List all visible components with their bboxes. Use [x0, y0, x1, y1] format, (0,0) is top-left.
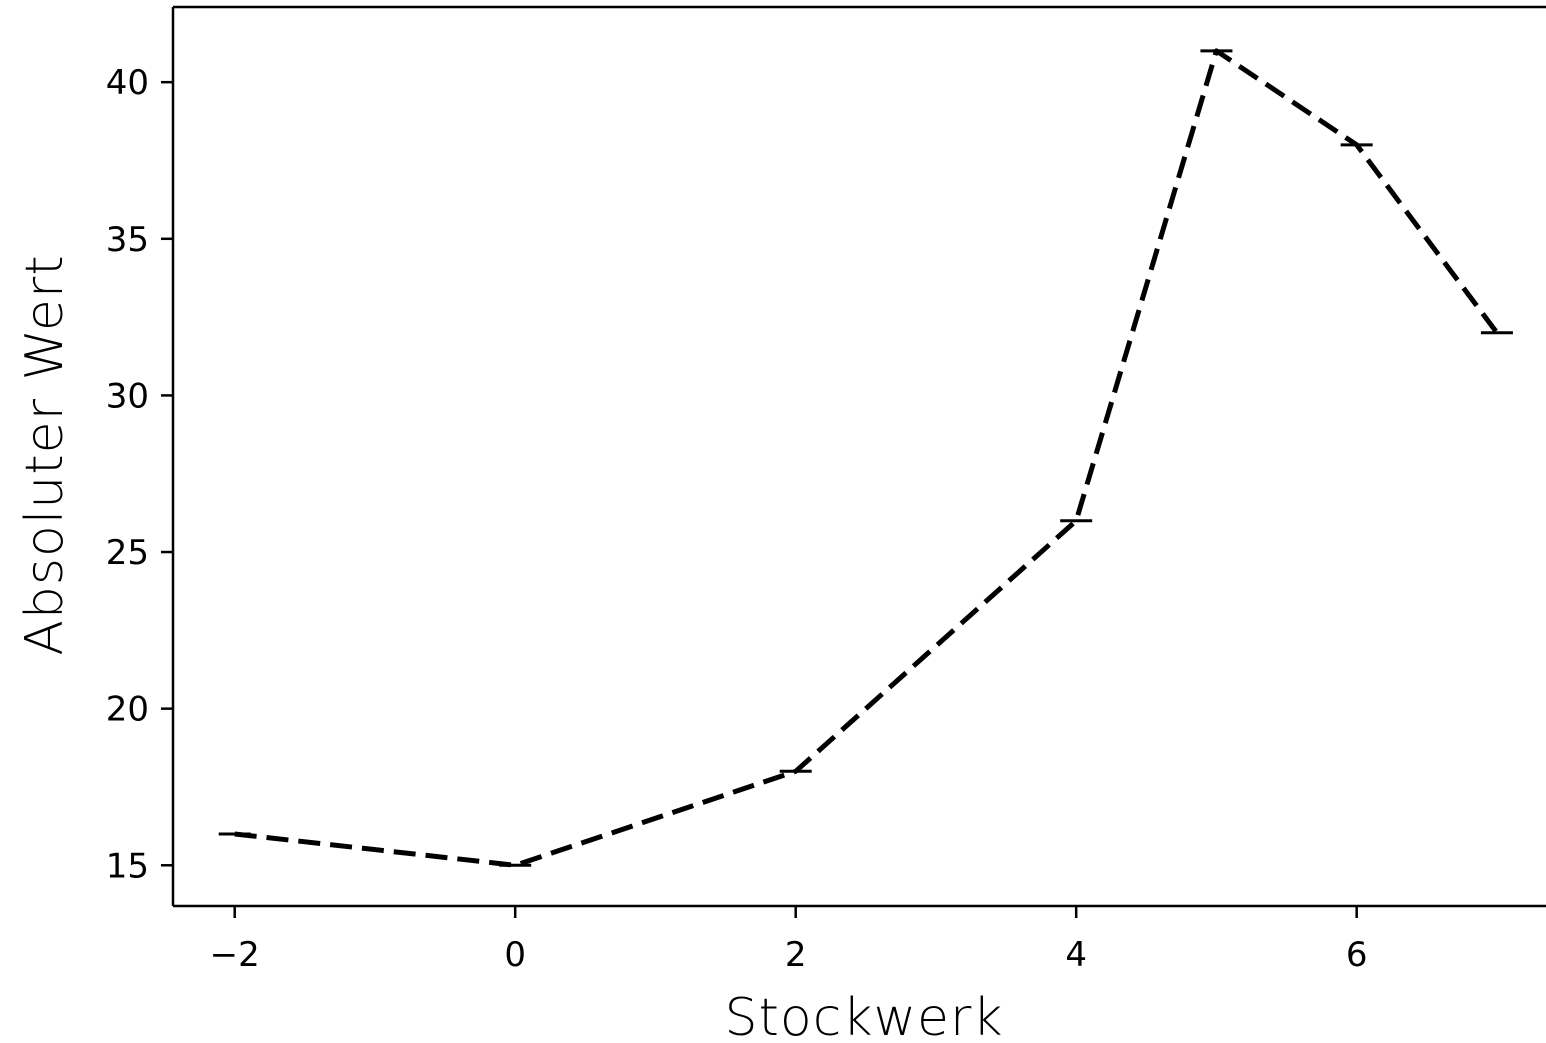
x-tick-label: 4 — [1065, 935, 1087, 975]
plot-area — [171, 5, 1546, 908]
y-tick-label: 25 — [106, 533, 149, 573]
y-tick-label: 20 — [106, 690, 149, 730]
y-axis-label: Absoluter Wert — [15, 254, 75, 655]
series-line — [234, 48, 1499, 868]
x-tick-label: 2 — [785, 935, 807, 975]
y-tick-label: 30 — [106, 376, 149, 416]
x-tick-label: −2 — [210, 935, 260, 975]
x-axis-label: Stockwerk — [725, 988, 1004, 1043]
y-tick-label: 15 — [106, 846, 149, 886]
y-axis-ticks: 15 20 25 30 35 40 — [106, 63, 173, 886]
y-tick-label: 40 — [106, 63, 149, 103]
x-tick-label: 6 — [1346, 935, 1368, 975]
x-tick-label: 0 — [504, 935, 526, 975]
x-axis-ticks: −2 0 2 4 6 — [210, 906, 1368, 975]
y-tick-label: 35 — [106, 220, 149, 260]
